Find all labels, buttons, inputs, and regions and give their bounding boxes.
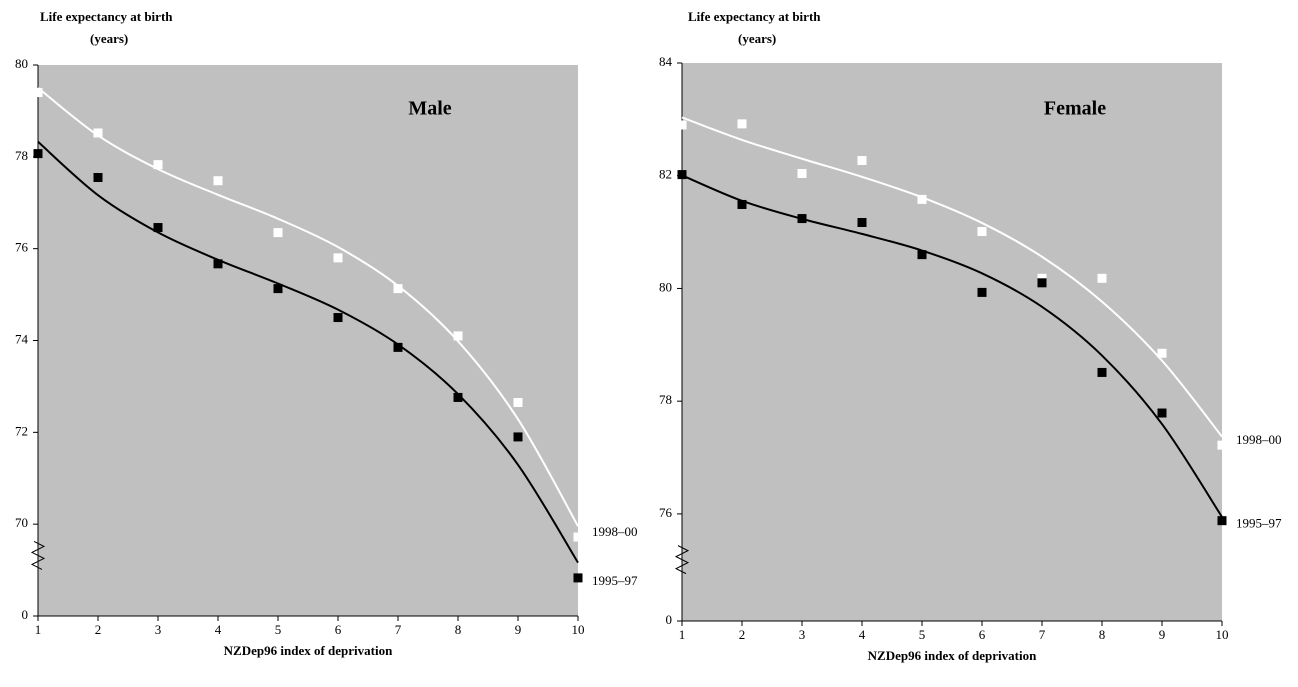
y-tick-label: 80 [15, 56, 28, 71]
data-point [453, 331, 463, 341]
data-point [1157, 348, 1167, 358]
y-tick-label: 78 [659, 392, 672, 407]
data-point [737, 119, 747, 129]
x-tick-label: 2 [95, 622, 102, 637]
data-point [453, 392, 463, 402]
data-point [1217, 516, 1227, 526]
x-tick-label: 3 [799, 627, 806, 642]
data-point [1157, 408, 1167, 418]
data-point [917, 194, 927, 204]
data-point [573, 532, 583, 542]
x-tick-label: 8 [455, 622, 462, 637]
y-tick-label: 72 [15, 423, 28, 438]
data-point [333, 253, 343, 263]
y-tick-label: 76 [659, 505, 673, 520]
data-point [977, 227, 987, 237]
y-axis-label: Life expectancy at birth [688, 9, 821, 24]
x-axis-label: NZDep96 index of deprivation [224, 643, 393, 658]
data-point [1097, 273, 1107, 283]
data-point [737, 199, 747, 209]
y-axis-label: (years) [90, 31, 128, 46]
plot-area [682, 63, 1222, 621]
x-tick-label: 10 [1216, 627, 1229, 642]
data-point [1037, 278, 1047, 288]
series-label: 1998–00 [1236, 432, 1282, 447]
data-point [213, 176, 223, 186]
axis-break [674, 545, 690, 575]
data-point [33, 88, 43, 98]
x-tick-label: 5 [919, 627, 926, 642]
series-label: 1998–00 [592, 524, 638, 539]
series-label: 1995–97 [1236, 516, 1282, 531]
data-point [273, 228, 283, 238]
data-point [857, 218, 867, 228]
data-point [1097, 367, 1107, 377]
y-axis-label: (years) [738, 31, 776, 46]
y-tick-label: 70 [15, 515, 28, 530]
data-point [153, 223, 163, 233]
x-tick-label: 10 [572, 622, 585, 637]
trend-line [37, 87, 579, 527]
data-point [917, 250, 927, 260]
x-tick-label: 7 [1039, 627, 1046, 642]
x-tick-label: 5 [275, 622, 282, 637]
y-tick-label: 0 [22, 607, 29, 622]
x-tick-label: 2 [739, 627, 746, 642]
trend-line [681, 174, 1223, 518]
x-tick-label: 9 [1159, 627, 1166, 642]
trend-line [681, 116, 1223, 438]
x-tick-label: 4 [215, 622, 222, 637]
y-axis-label: Life expectancy at birth [40, 9, 173, 24]
data-point [273, 284, 283, 294]
x-tick-label: 6 [335, 622, 342, 637]
y-tick-label: 74 [15, 331, 29, 346]
data-point [33, 149, 43, 159]
y-tick-label: 82 [659, 167, 672, 182]
data-point [797, 214, 807, 224]
data-point [677, 170, 687, 180]
x-tick-label: 8 [1099, 627, 1106, 642]
data-point [213, 259, 223, 269]
data-point [393, 342, 403, 352]
x-axis-label: NZDep96 index of deprivation [868, 648, 1037, 663]
data-point [1037, 273, 1047, 283]
axis-break [30, 540, 46, 570]
trend-line [37, 141, 579, 564]
data-point [573, 573, 583, 583]
data-point [93, 172, 103, 182]
data-point [977, 287, 987, 297]
y-tick-label: 76 [15, 240, 29, 255]
plot-area [38, 65, 578, 616]
data-point [93, 128, 103, 138]
data-point [677, 120, 687, 130]
data-point [333, 313, 343, 323]
x-tick-label: 1 [35, 622, 42, 637]
data-point [393, 284, 403, 294]
data-point [153, 160, 163, 170]
y-tick-label: 84 [659, 54, 673, 69]
y-tick-label: 78 [15, 148, 28, 163]
data-point [797, 168, 807, 178]
x-tick-label: 1 [679, 627, 686, 642]
y-tick-label: 80 [659, 279, 672, 294]
data-point [857, 156, 867, 166]
data-point [513, 432, 523, 442]
panel-title: Female [1044, 98, 1106, 120]
x-tick-label: 3 [155, 622, 162, 637]
x-tick-label: 9 [515, 622, 522, 637]
panel-title: Male [408, 98, 451, 120]
x-tick-label: 4 [859, 627, 866, 642]
series-label: 1995–97 [592, 573, 638, 588]
data-point [513, 397, 523, 407]
x-tick-label: 6 [979, 627, 986, 642]
x-tick-label: 7 [395, 622, 402, 637]
data-point [1217, 440, 1227, 450]
y-tick-label: 0 [666, 612, 673, 627]
